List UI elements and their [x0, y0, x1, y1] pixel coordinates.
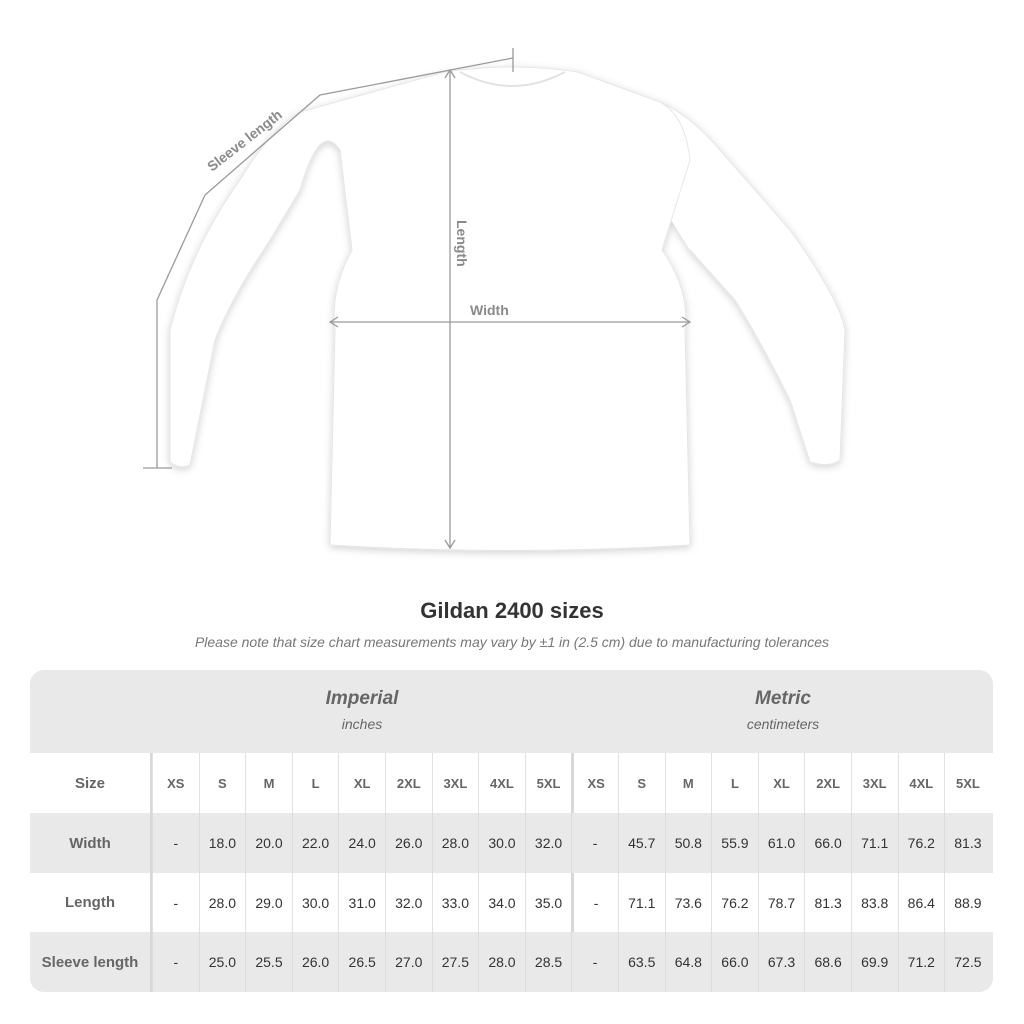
table-row: Sleeve length -25.0 25.5 26.0 26.5 27.0 27.5 28…	[30, 932, 993, 992]
value-metric-cell: 73.6	[664, 873, 712, 932]
value-metric-cell: 66.0	[711, 932, 758, 992]
value-imperial-cell: 30.0	[291, 873, 339, 932]
value-metric-cell: 64.8	[664, 932, 712, 992]
value-metric-cell: 83.8	[850, 873, 898, 932]
row-label: Sleeve length	[30, 932, 152, 992]
imperial-label: Imperial	[325, 688, 399, 709]
length-label: Length	[454, 220, 470, 267]
value-imperial-cell: 28.0	[431, 813, 479, 873]
size-imperial-header: 3XL	[431, 753, 479, 813]
value-imperial-cell: -	[152, 932, 199, 992]
value-metric-cell: 67.3	[757, 932, 805, 992]
size-imperial-header: XS	[152, 753, 199, 813]
value-imperial-cell: -	[152, 813, 199, 873]
value-imperial-cell: 28.0	[198, 873, 246, 932]
value-metric-cell: 81.3	[944, 813, 991, 873]
value-metric-cell: -	[571, 873, 618, 932]
size-metric-header: XS	[571, 753, 618, 813]
value-metric-cell: 66.0	[804, 813, 851, 873]
value-imperial-cell: 34.0	[478, 873, 525, 932]
value-imperial-cell: -	[152, 873, 199, 932]
metric-unit: centimeters	[746, 716, 820, 732]
value-imperial-cell: 31.0	[338, 873, 385, 932]
size-metric-header: S	[617, 753, 665, 813]
value-metric-cell: 63.5	[617, 932, 665, 992]
size-imperial-header: 2XL	[384, 753, 432, 813]
value-imperial-cell: 35.0	[524, 873, 572, 932]
value-imperial-cell: 26.5	[338, 932, 385, 992]
value-imperial-cell: 22.0	[291, 813, 339, 873]
value-metric-cell: 78.7	[757, 873, 805, 932]
size-imperial-header: L	[291, 753, 339, 813]
row-label: Size	[30, 753, 152, 813]
value-imperial-cell: 27.0	[384, 932, 432, 992]
value-imperial-cell: 33.0	[431, 873, 479, 932]
size-imperial-header: 4XL	[478, 753, 525, 813]
size-metric-header: L	[711, 753, 758, 813]
value-metric-cell: -	[571, 813, 618, 873]
size-metric-header: XL	[757, 753, 805, 813]
value-metric-cell: 71.1	[850, 813, 898, 873]
size-metric-header: 2XL	[804, 753, 851, 813]
value-metric-cell: 68.6	[804, 932, 851, 992]
metric-header: Metric centimeters	[573, 670, 993, 753]
measure-lines	[143, 48, 692, 550]
size-imperial-header: S	[198, 753, 246, 813]
size-metric-header: 4XL	[897, 753, 945, 813]
value-metric-cell: 71.1	[617, 873, 665, 932]
value-imperial-cell: 24.0	[338, 813, 385, 873]
tolerance-note: Please note that size chart measurements…	[194, 634, 830, 650]
value-metric-cell: 81.3	[804, 873, 851, 932]
value-imperial-cell: 32.0	[384, 873, 432, 932]
length-measure-line	[444, 68, 456, 550]
value-imperial-cell: 25.5	[245, 932, 292, 992]
value-imperial-cell: 18.0	[198, 813, 246, 873]
value-imperial-cell: 26.0	[291, 932, 339, 992]
value-metric-cell: 76.2	[897, 813, 945, 873]
value-imperial-cell: 29.0	[245, 873, 292, 932]
chart-title: Gildan 2400 sizes	[420, 598, 604, 623]
value-imperial-cell: 26.0	[384, 813, 432, 873]
imperial-unit: inches	[341, 716, 383, 732]
value-imperial-cell: 27.5	[431, 932, 479, 992]
value-metric-cell: 55.9	[711, 813, 758, 873]
value-metric-cell: -	[571, 932, 618, 992]
value-imperial-cell: 32.0	[524, 813, 572, 873]
value-metric-cell: 86.4	[897, 873, 945, 932]
row-label: Length	[30, 873, 152, 932]
size-imperial-header: 5XL	[524, 753, 572, 813]
shirt-shape	[169, 66, 846, 551]
size-table: Imperial inches Metric centimeters Size X…	[30, 670, 993, 992]
size-metric-header: 5XL	[944, 753, 991, 813]
metric-label: Metric	[755, 688, 811, 709]
value-imperial-cell: 28.0	[478, 932, 525, 992]
imperial-header: Imperial inches	[152, 670, 572, 753]
size-header-row: Size XS S M L XL 2XL 3XL 4XL 5XL XS S M L XL 2XL 3XL 4XL 5…	[30, 753, 993, 813]
value-metric-cell: 72.5	[944, 932, 991, 992]
value-metric-cell: 50.8	[664, 813, 712, 873]
value-imperial-cell: 25.0	[198, 932, 246, 992]
size-imperial-header: M	[245, 753, 292, 813]
size-imperial-header: XL	[338, 753, 385, 813]
value-imperial-cell: 30.0	[478, 813, 525, 873]
table-row: Width -18.0 20.0 22.0 24.0 26.0 28.0 30.0 32.0-4…	[30, 813, 993, 873]
value-imperial-cell: 20.0	[245, 813, 292, 873]
width-measure-line	[328, 316, 692, 328]
value-imperial-cell: 28.5	[524, 932, 572, 992]
width-label: Width	[470, 302, 509, 318]
value-metric-cell: 69.9	[850, 932, 898, 992]
value-metric-cell: 76.2	[711, 873, 758, 932]
size-metric-header: M	[664, 753, 712, 813]
shirt-diagram: Sleeve length Length Width	[143, 48, 846, 551]
value-metric-cell: 71.2	[897, 932, 945, 992]
table-row: Length -28.0 29.0 30.0 31.0 32.0 33.0 34.0 35.0-…	[30, 873, 993, 932]
row-label: Width	[30, 813, 152, 873]
value-metric-cell: 45.7	[617, 813, 665, 873]
size-metric-header: 3XL	[850, 753, 898, 813]
value-metric-cell: 61.0	[757, 813, 805, 873]
sleeve-measure-line	[143, 48, 514, 469]
value-metric-cell: 88.9	[944, 873, 991, 932]
